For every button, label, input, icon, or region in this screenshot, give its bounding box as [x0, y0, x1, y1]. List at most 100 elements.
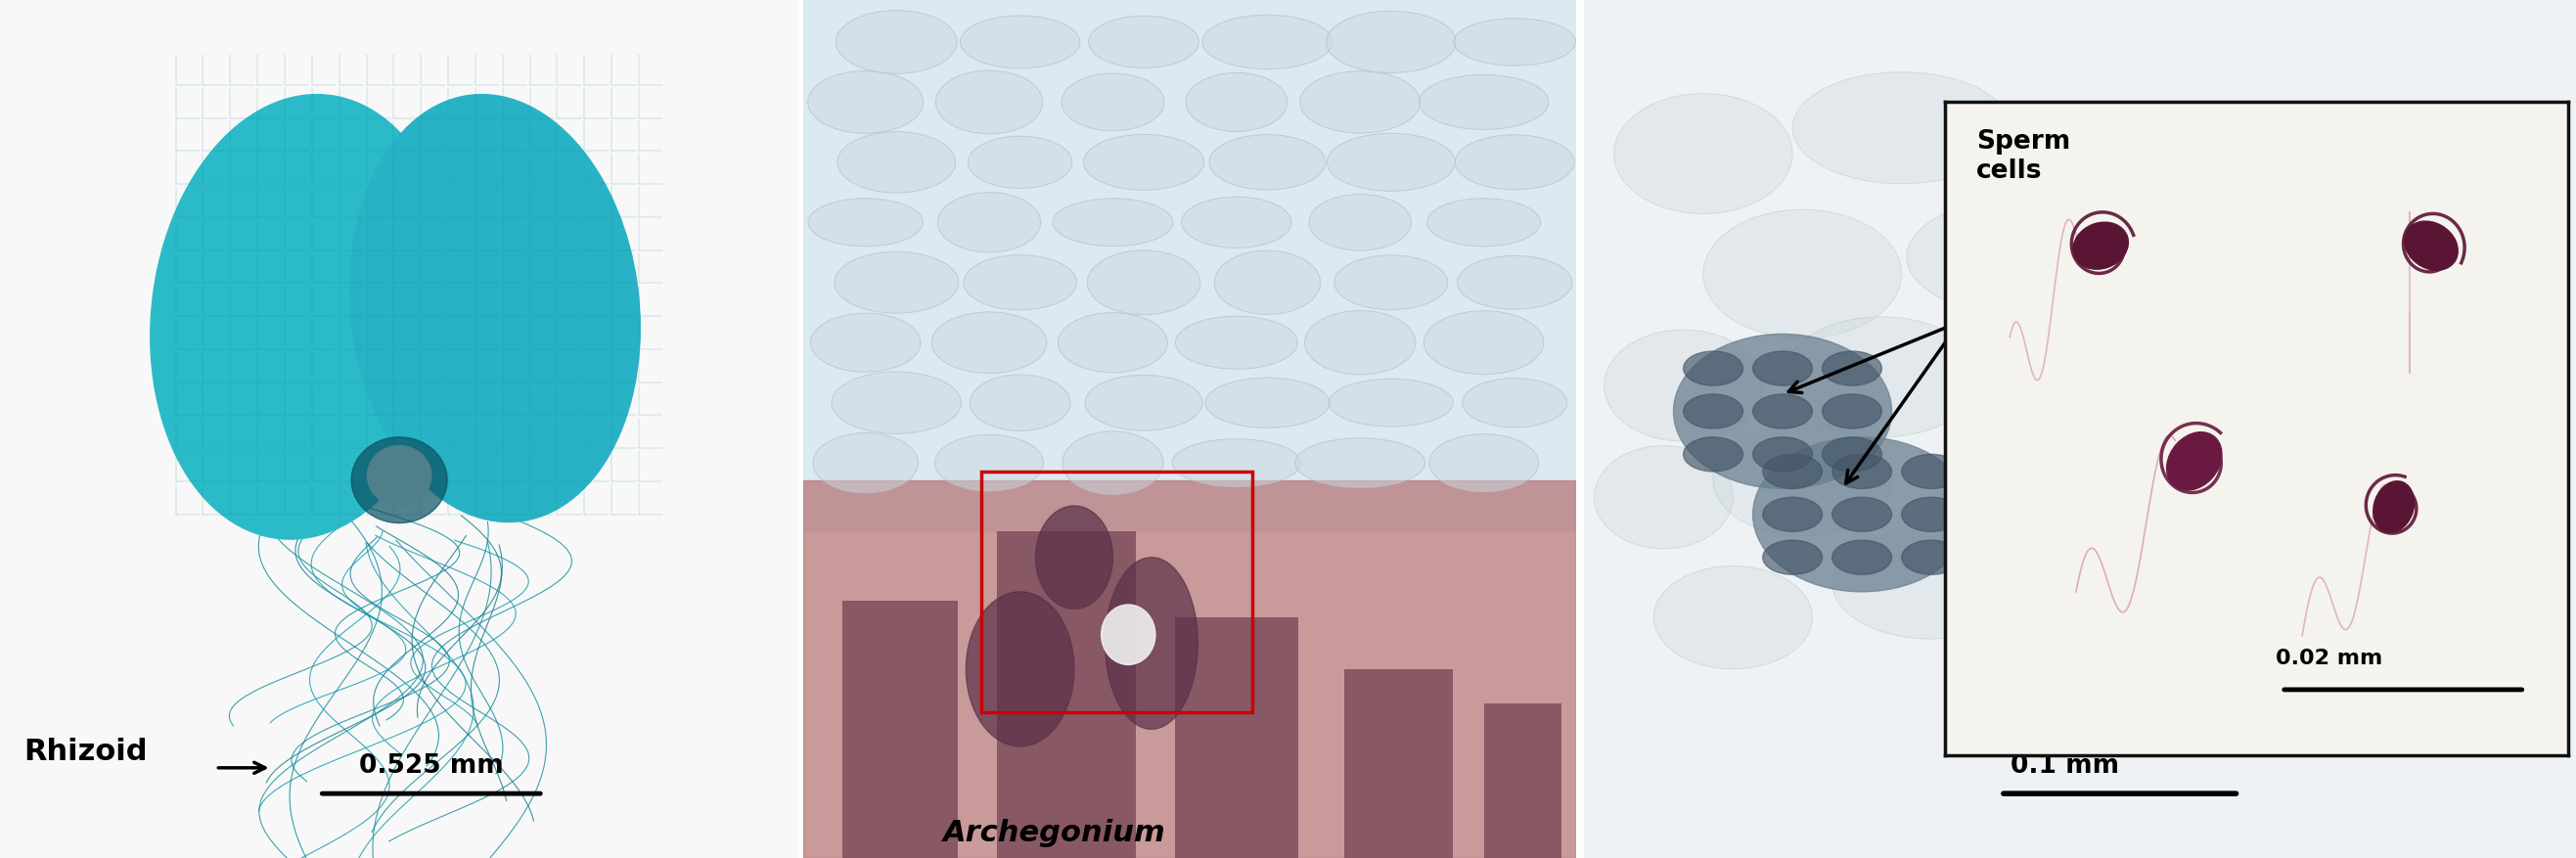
Ellipse shape [1762, 455, 1821, 489]
Ellipse shape [966, 592, 1074, 746]
Ellipse shape [1821, 438, 1880, 472]
Ellipse shape [1762, 498, 1821, 532]
Ellipse shape [1301, 72, 1419, 134]
Ellipse shape [1453, 19, 1577, 67]
Ellipse shape [1685, 395, 1744, 429]
Ellipse shape [1703, 210, 1901, 339]
Ellipse shape [1084, 376, 1203, 431]
Ellipse shape [1061, 432, 1164, 495]
Ellipse shape [1425, 311, 1543, 375]
Ellipse shape [809, 72, 922, 134]
Ellipse shape [1752, 438, 1814, 472]
Bar [1345, 669, 1453, 858]
Ellipse shape [1061, 75, 1164, 131]
Ellipse shape [1100, 605, 1154, 665]
Ellipse shape [933, 312, 1046, 374]
Text: 0.525 mm: 0.525 mm [361, 752, 505, 778]
Ellipse shape [350, 95, 639, 523]
Ellipse shape [969, 375, 1072, 432]
Bar [1484, 704, 1561, 858]
Ellipse shape [1783, 317, 1981, 438]
Ellipse shape [1419, 76, 1548, 130]
Ellipse shape [1752, 395, 1814, 429]
Bar [842, 601, 958, 858]
Ellipse shape [1832, 528, 2030, 639]
Ellipse shape [1685, 352, 1744, 386]
Ellipse shape [1208, 136, 1327, 190]
Ellipse shape [1615, 94, 1793, 214]
Ellipse shape [1971, 305, 2190, 416]
Ellipse shape [2403, 222, 2458, 271]
Ellipse shape [1334, 256, 1448, 311]
Ellipse shape [1821, 352, 1880, 386]
Ellipse shape [1762, 541, 1821, 575]
Ellipse shape [1327, 134, 1455, 192]
Bar [804, 0, 1577, 532]
Ellipse shape [1832, 455, 1891, 489]
Text: Sperm
cells: Sperm cells [1976, 129, 2071, 184]
Ellipse shape [1752, 438, 1971, 592]
Ellipse shape [1087, 251, 1200, 315]
Ellipse shape [1458, 257, 1571, 310]
Ellipse shape [2166, 432, 2221, 491]
Ellipse shape [1793, 73, 2012, 184]
Ellipse shape [1713, 425, 1891, 536]
Ellipse shape [2030, 103, 2228, 240]
Ellipse shape [835, 252, 958, 314]
Ellipse shape [1430, 434, 1538, 492]
Ellipse shape [1901, 541, 1960, 575]
Ellipse shape [1654, 566, 1814, 669]
Bar [997, 532, 1136, 858]
Ellipse shape [1463, 378, 1566, 428]
Text: Antheridia: Antheridia [1960, 291, 2138, 319]
Ellipse shape [811, 314, 920, 372]
Ellipse shape [1427, 199, 1540, 247]
Ellipse shape [935, 71, 1043, 135]
Ellipse shape [935, 435, 1043, 492]
Ellipse shape [149, 95, 456, 540]
Ellipse shape [1309, 195, 1412, 251]
Text: 0.02 mm: 0.02 mm [2275, 648, 2383, 668]
Ellipse shape [1329, 379, 1453, 427]
Ellipse shape [2190, 279, 2367, 408]
Ellipse shape [963, 256, 1077, 311]
Ellipse shape [1203, 15, 1332, 70]
Ellipse shape [938, 193, 1041, 253]
Ellipse shape [1455, 136, 1574, 190]
Ellipse shape [969, 137, 1072, 189]
Ellipse shape [1059, 313, 1167, 373]
Text: Rhizoid: Rhizoid [23, 737, 147, 765]
Ellipse shape [1605, 330, 1762, 442]
Ellipse shape [2372, 481, 2414, 533]
Text: Archegonium: Archegonium [943, 819, 1164, 847]
Bar [804, 480, 1577, 858]
Ellipse shape [2074, 223, 2128, 270]
Ellipse shape [1084, 136, 1203, 190]
Ellipse shape [1906, 197, 2154, 317]
Ellipse shape [1821, 395, 1880, 429]
Text: 0.1 mm: 0.1 mm [2012, 752, 2120, 778]
Ellipse shape [1901, 455, 1960, 489]
Ellipse shape [1172, 439, 1301, 487]
Ellipse shape [1054, 199, 1172, 247]
Ellipse shape [835, 11, 958, 75]
Ellipse shape [1832, 498, 1891, 532]
Ellipse shape [1213, 251, 1321, 315]
Bar [1175, 618, 1298, 858]
Ellipse shape [1832, 541, 1891, 575]
Ellipse shape [1752, 352, 1814, 386]
Ellipse shape [1090, 17, 1198, 69]
Ellipse shape [1105, 558, 1198, 729]
Ellipse shape [832, 372, 961, 434]
Ellipse shape [1182, 197, 1291, 249]
Ellipse shape [961, 16, 1079, 69]
Ellipse shape [1685, 438, 1744, 472]
Ellipse shape [1036, 506, 1113, 609]
Ellipse shape [1303, 311, 1417, 375]
Ellipse shape [814, 433, 917, 493]
Ellipse shape [1674, 335, 1891, 489]
Ellipse shape [809, 199, 922, 247]
Ellipse shape [1296, 438, 1425, 488]
Ellipse shape [1185, 74, 1288, 132]
Ellipse shape [837, 132, 956, 194]
